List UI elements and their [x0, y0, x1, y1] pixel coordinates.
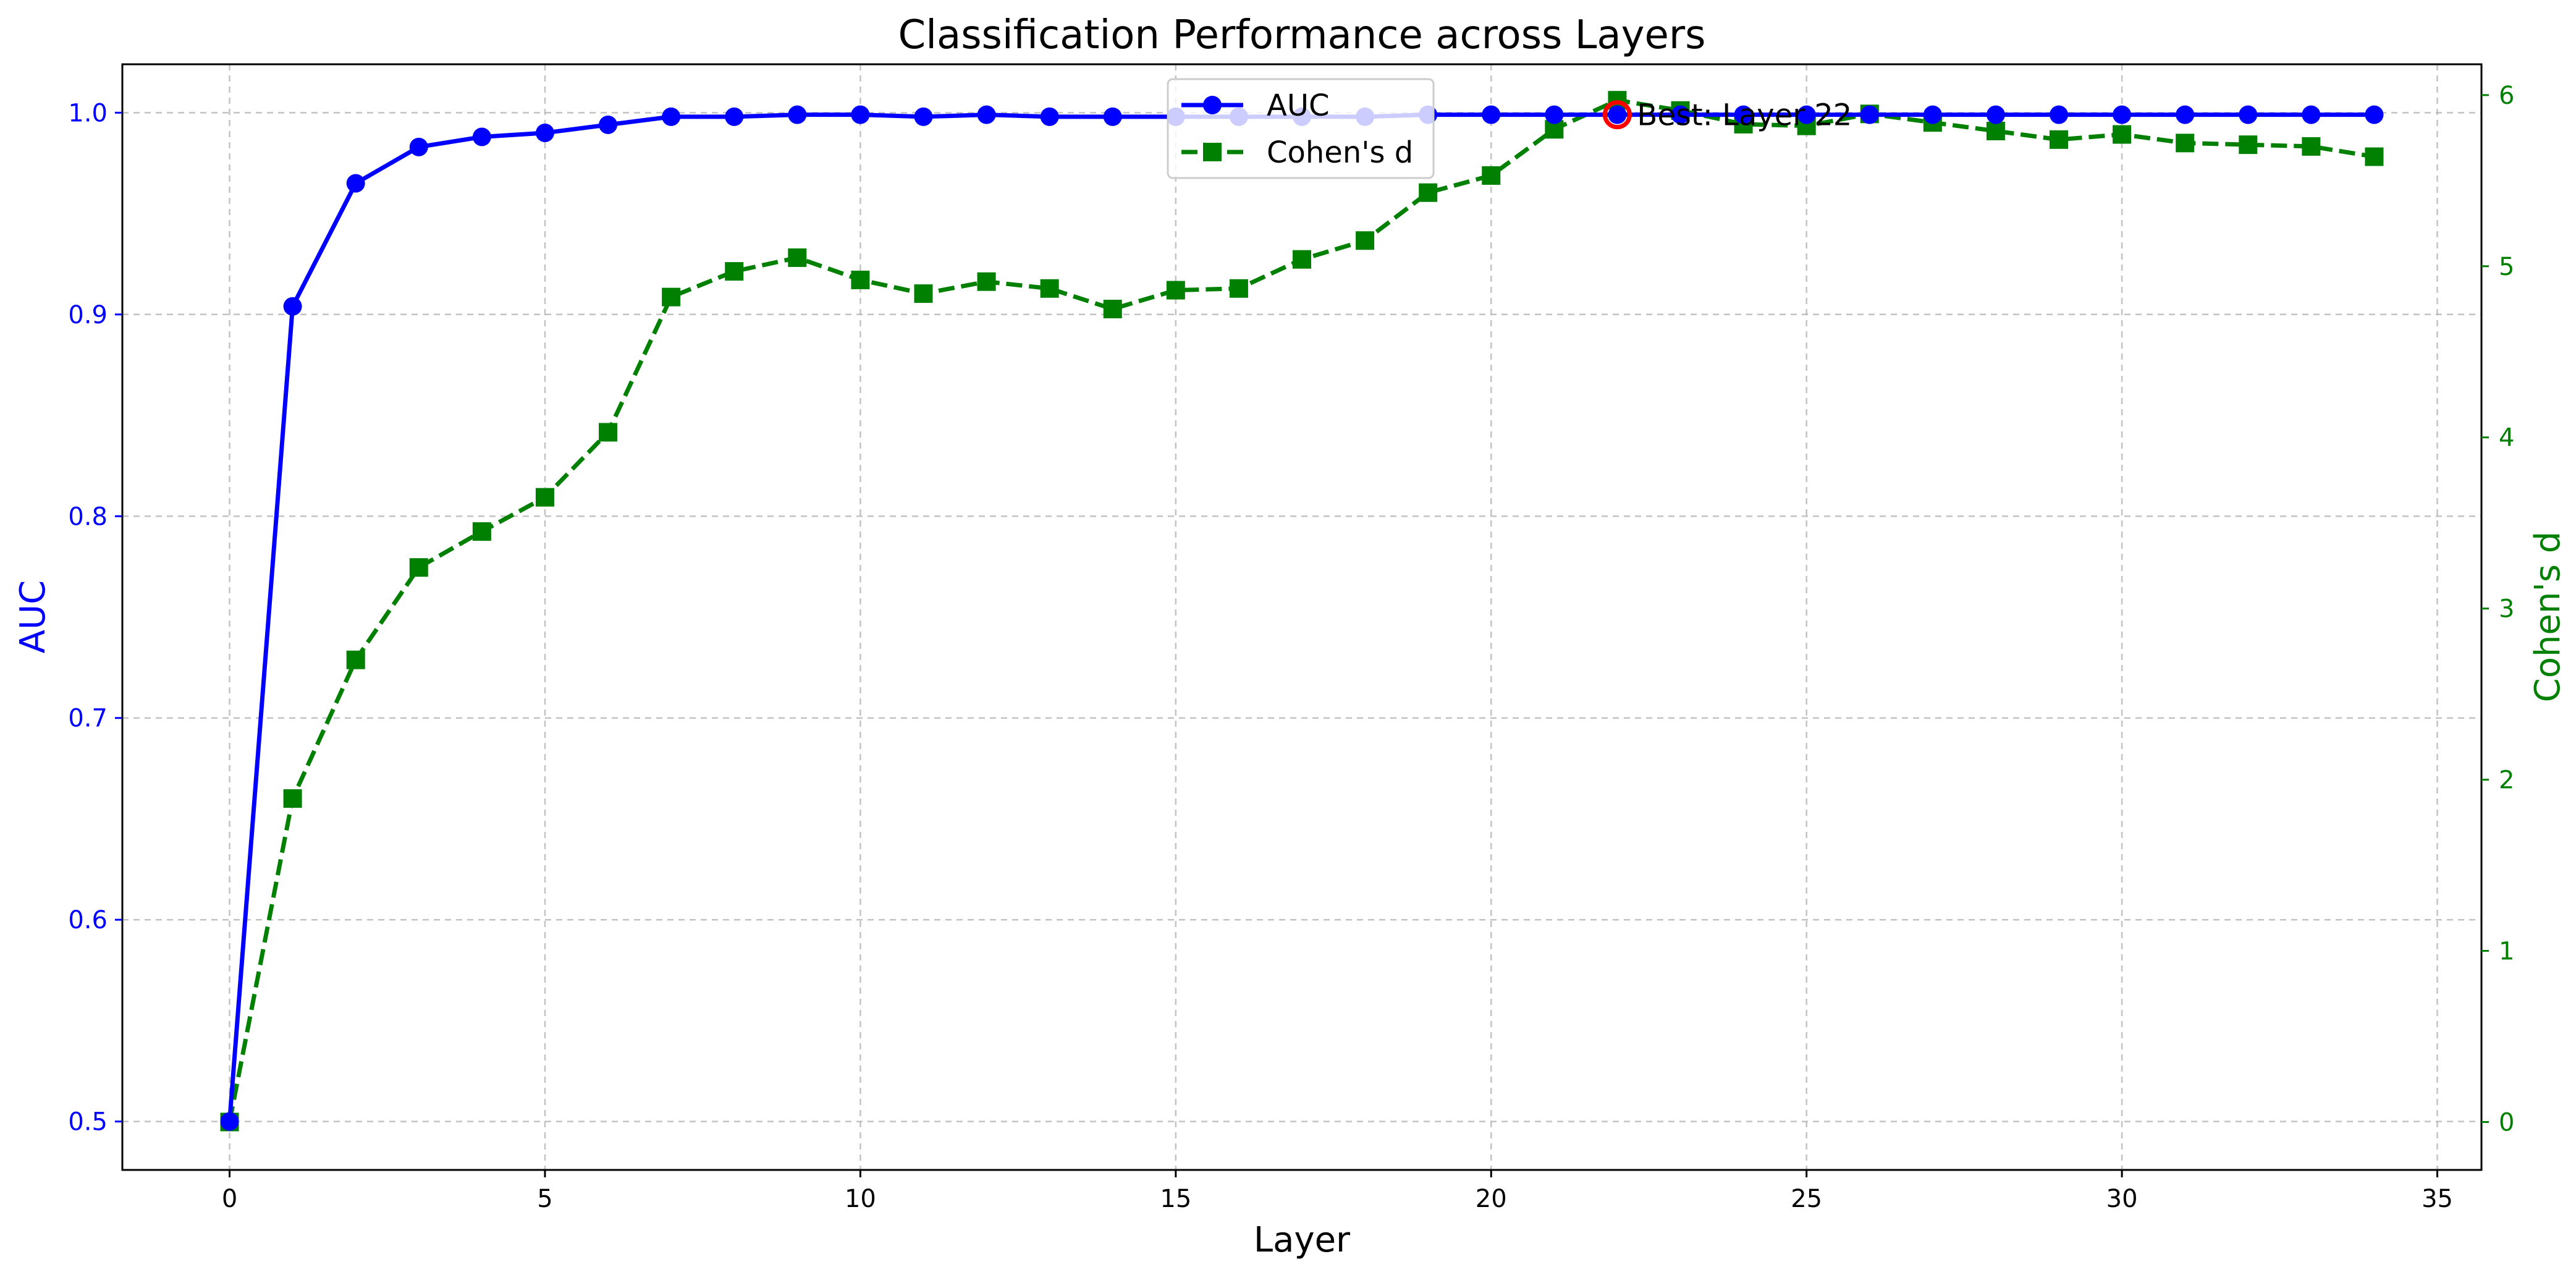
data-point-cohen-s-d: [725, 262, 744, 281]
y-left-tick-label: 0.5: [68, 1108, 108, 1137]
x-tick-label: 35: [2422, 1185, 2453, 1213]
chart-title: Classification Performance across Layers: [898, 12, 1706, 58]
data-point-auc: [1103, 107, 1122, 126]
legend: AUC Cohen's d: [1167, 78, 1435, 179]
legend-label-auc: AUC: [1267, 88, 1329, 123]
plot-frame: [121, 63, 2483, 1171]
best-layer-marker: [1602, 100, 1632, 130]
y-axis-left-label: AUC: [13, 580, 53, 653]
data-point-cohen-s-d: [346, 650, 365, 669]
data-point-cohen-s-d: [1482, 166, 1501, 185]
data-point-cohen-s-d: [851, 270, 870, 289]
y-right-tick-label: 6: [2499, 82, 2514, 110]
data-point-auc: [977, 105, 996, 124]
y-right-tick-label: 1: [2499, 938, 2514, 966]
data-point-auc: [283, 297, 302, 316]
data-point-auc: [662, 107, 681, 126]
data-point-auc: [2050, 105, 2069, 124]
data-point-auc: [2239, 105, 2258, 124]
data-point-cohen-s-d: [1293, 250, 1311, 269]
data-point-auc: [788, 105, 807, 124]
data-point-cohen-s-d: [535, 488, 554, 507]
data-point-auc: [851, 105, 870, 124]
data-point-auc: [1482, 105, 1501, 124]
data-point-cohen-s-d: [1986, 122, 2005, 141]
legend-marker-cohen-s-d: [1203, 143, 1222, 161]
data-point-cohen-s-d: [2239, 135, 2258, 155]
data-point-cohen-s-d: [1166, 281, 1185, 300]
data-point-auc: [1734, 105, 1753, 124]
data-point-auc: [725, 107, 744, 126]
data-point-cohen-s-d: [283, 789, 302, 808]
data-point-auc: [1040, 107, 1059, 126]
y-axis-right-label: Cohen's d: [2528, 532, 2568, 703]
data-point-auc: [1608, 105, 1627, 124]
x-tick-label: 0: [222, 1185, 237, 1213]
y-left-tick-label: 0.7: [68, 705, 108, 733]
data-point-auc: [1986, 105, 2005, 124]
data-point-cohen-s-d: [662, 287, 681, 307]
data-point-cohen-s-d: [1356, 231, 1375, 250]
data-point-auc: [409, 137, 428, 156]
annotation-layer: Best: Layer 22: [1602, 98, 1852, 133]
data-point-auc: [346, 174, 365, 193]
y-right-tick-label: 5: [2499, 253, 2514, 281]
data-point-auc: [1923, 105, 1942, 124]
data-point-cohen-s-d: [914, 284, 933, 303]
data-point-auc: [2302, 105, 2321, 124]
y-left-tick-label: 0.9: [68, 301, 108, 329]
data-point-cohen-s-d: [2176, 133, 2195, 153]
data-point-auc: [1797, 105, 1816, 124]
data-point-auc: [1545, 105, 1564, 124]
x-tick-label: 30: [2106, 1185, 2138, 1213]
y-left-tick-label: 0.8: [68, 502, 108, 531]
data-point-auc: [599, 115, 618, 134]
data-point-auc: [2176, 105, 2195, 124]
data-point-auc: [1860, 105, 1879, 124]
data-point-cohen-s-d: [472, 522, 491, 541]
data-point-cohen-s-d: [2050, 130, 2069, 149]
x-tick-label: 25: [1791, 1185, 1822, 1213]
data-point-auc: [2365, 105, 2384, 124]
x-tick-label: 20: [1476, 1185, 1507, 1213]
best-layer-annotation: Best: Layer 22: [1637, 98, 1852, 133]
y-right-tick-label: 0: [2499, 1108, 2514, 1137]
data-point-auc: [1671, 105, 1690, 124]
data-point-cohen-s-d: [788, 248, 807, 267]
data-point-cohen-s-d: [1229, 279, 1248, 298]
legend-item-auc: AUC: [1181, 88, 1329, 123]
data-point-auc: [535, 123, 554, 142]
x-tick-label: 5: [537, 1185, 552, 1213]
x-tick-label: 15: [1160, 1185, 1191, 1213]
data-point-cohen-s-d: [977, 272, 996, 291]
y-left-tick-label: 0.6: [68, 906, 108, 934]
x-tick-label: 10: [845, 1185, 876, 1213]
data-point-auc: [472, 127, 491, 146]
y-right-tick-label: 2: [2499, 766, 2514, 795]
data-point-auc: [914, 107, 933, 126]
data-point-cohen-s-d: [599, 423, 618, 442]
y-right-tick-label: 4: [2499, 424, 2514, 452]
legend-item-cohen-s-d: Cohen's d: [1181, 135, 1413, 170]
y-left-tick-label: 1.0: [68, 99, 108, 127]
x-axis-label: Layer: [1254, 1220, 1351, 1260]
ticks: 0 5 10 15 20 25 30 35 0.5 0.6 0.7 0.8 0.9 1.0 0 1 2 3 4 5 6: [68, 82, 2514, 1213]
data-point-cohen-s-d: [409, 558, 428, 577]
data-point-auc: [220, 1112, 239, 1131]
data-point-cohen-s-d: [1103, 300, 1122, 319]
legend-marker-auc: [1203, 96, 1222, 114]
data-point-auc: [2113, 105, 2132, 124]
data-point-cohen-s-d: [1040, 279, 1059, 298]
data-point-cohen-s-d: [1419, 183, 1438, 202]
y-right-tick-label: 3: [2499, 595, 2514, 624]
data-point-cohen-s-d: [2365, 147, 2384, 166]
data-point-cohen-s-d: [2113, 125, 2132, 144]
legend-label-cohen-s-d: Cohen's d: [1267, 135, 1413, 170]
data-point-cohen-s-d: [2302, 137, 2321, 156]
